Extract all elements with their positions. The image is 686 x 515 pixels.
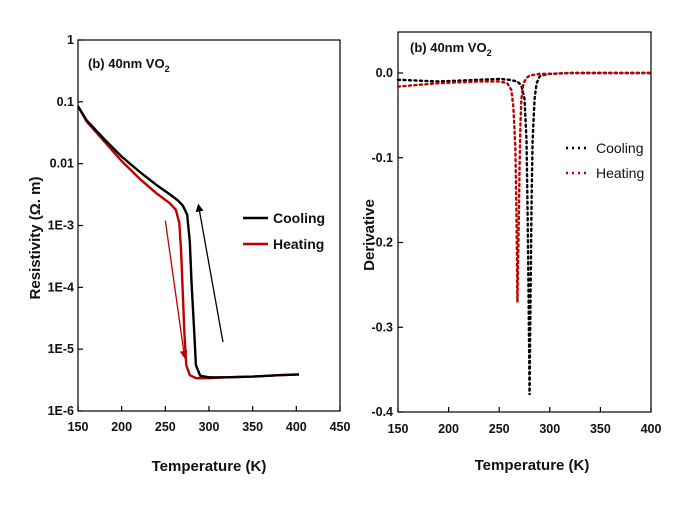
right-y-ticks: -0.4 -0.3 -0.2 -0.1 0.0 [371, 66, 403, 419]
resistivity-chart: (b) 40nm VO2 1E-6 1E-5 1E-4 1E-3 0.01 0.1 1 15… [27, 33, 350, 475]
left-y-tick-label: 1 [67, 33, 74, 47]
right-y-tick-label: -0.1 [371, 151, 393, 165]
left-y-tick-label: 1E-6 [48, 404, 74, 418]
left-y-axis-title: Resistivity (Ω. m) [27, 177, 44, 300]
left-y-tick-label: 1E-3 [48, 219, 74, 233]
left-y-tick-label: 1E-5 [48, 342, 74, 356]
left-y-tick-label: 0.1 [57, 95, 74, 109]
right-x-tick-label: 150 [388, 422, 409, 436]
right-x-tick-label: 300 [539, 422, 560, 436]
left-x-ticks: 150 200 250 300 350 400 450 [68, 406, 351, 434]
left-series-lines [76, 105, 299, 380]
right-x-tick-label: 200 [438, 422, 459, 436]
right-y-axis-title: Derivative [361, 199, 378, 271]
right-plot-frame [397, 31, 652, 413]
right-y-tick-label: -0.4 [371, 405, 393, 419]
left-arrows [164, 203, 224, 359]
left-x-tick-label: 250 [155, 420, 176, 434]
heating-direction-arrow [164, 220, 188, 359]
left-y-tick-label: 1E-4 [48, 280, 74, 294]
left-y-ticks: 1E-6 1E-5 1E-4 1E-3 0.01 0.1 1 [48, 33, 83, 418]
right-legend: Cooling Heating [566, 140, 644, 181]
right-y-tick-label: -0.3 [371, 320, 393, 334]
cooling-direction-arrow [195, 203, 224, 343]
right-x-tick-label: 250 [489, 422, 510, 436]
right-series-lines [396, 71, 653, 396]
left-x-tick-label: 350 [242, 420, 263, 434]
right-x-tick-label: 350 [590, 422, 611, 436]
legend-label-heating-derivative: Heating [596, 165, 644, 181]
left-x-tick-label: 150 [68, 420, 89, 434]
left-legend: Cooling Heating [243, 210, 325, 252]
series-line-cooling [76, 105, 299, 379]
right-y-tick-label: -0.2 [371, 236, 393, 250]
left-x-tick-label: 300 [199, 420, 220, 434]
right-x-tick-label: 400 [641, 422, 662, 436]
right-panel-label: (b) 40nm VO2 [410, 40, 492, 58]
legend-label-cooling-derivative: Cooling [596, 140, 643, 156]
right-x-axis-title: Temperature (K) [475, 457, 590, 474]
left-x-tick-label: 200 [111, 420, 132, 434]
left-x-tick-label: 450 [330, 420, 351, 434]
left-panel-label: (b) 40nm VO2 [88, 56, 170, 74]
legend-label-heating: Heating [273, 236, 324, 252]
derivative-chart: (b) 40nm VO2 -0.4 -0.3 -0.2 -0.1 0.0 150 200 2… [361, 31, 662, 474]
left-x-tick-label: 400 [286, 420, 307, 434]
right-x-ticks: 150 200 250 300 350 400 [388, 407, 662, 436]
left-y-tick-label: 0.01 [50, 157, 74, 171]
right-y-tick-label: 0.0 [376, 66, 393, 80]
legend-label-cooling: Cooling [273, 210, 325, 226]
derivative-line-cooling [396, 71, 653, 396]
derivative-line-heating [396, 71, 653, 302]
left-x-axis-title: Temperature (K) [152, 458, 267, 475]
